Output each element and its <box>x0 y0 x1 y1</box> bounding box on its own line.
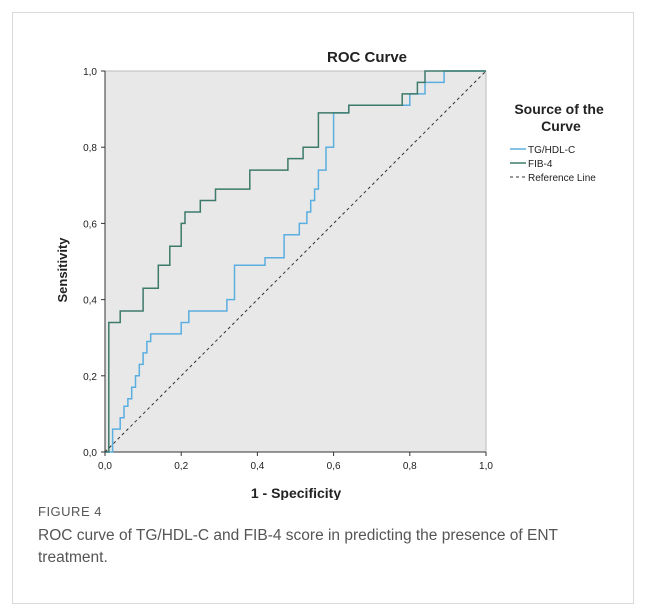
y-tick-label: 1,0 <box>83 67 97 78</box>
y-axis-label: Sensitivity <box>55 237 70 303</box>
y-tick-label: 0,8 <box>83 143 97 154</box>
x-tick-label: 0,2 <box>174 461 188 472</box>
legend: Source of the Curve TG/HDL-C FIB-4 Referen… <box>510 101 607 184</box>
legend-label: TG/HDL-C <box>528 145 575 156</box>
y-tick-label: 0,6 <box>83 219 97 230</box>
x-tick-label: 0,4 <box>250 461 264 472</box>
x-tick-label: 0,8 <box>403 461 417 472</box>
x-tick-label: 0,0 <box>98 461 112 472</box>
figure-caption-text: ROC curve of TG/HDL-C and FIB-4 score in… <box>38 527 558 566</box>
y-tick-label: 0,4 <box>83 296 97 307</box>
y-tick-label: 0,0 <box>83 448 97 459</box>
series-line-tg-hdl-c <box>105 70 486 453</box>
legend-label: FIB-4 <box>528 159 553 170</box>
legend-label: Reference Line <box>528 173 596 184</box>
series-line-fib-4 <box>105 70 486 453</box>
roc-chart: 0,0 0,2 0,4 0,6 0,8 1,0 0,0 0,2 0,4 0,6 0,8 1,0 ROC… <box>55 49 607 500</box>
y-tick-label: 0,2 <box>83 372 97 383</box>
chart-title: ROC Curve <box>327 49 407 66</box>
legend-title-line1: Source of the Curve <box>514 101 607 134</box>
figure-label: FIGURE 4 <box>38 504 102 519</box>
x-axis-label: 1 - Specificity <box>251 485 341 500</box>
figure-caption: FIGURE 4 ROC curve of TG/HDL-C and FIB-4… <box>38 504 618 569</box>
x-tick-label: 0,6 <box>327 461 341 472</box>
x-tick-label: 1,0 <box>479 461 493 472</box>
plot-area <box>105 71 486 452</box>
